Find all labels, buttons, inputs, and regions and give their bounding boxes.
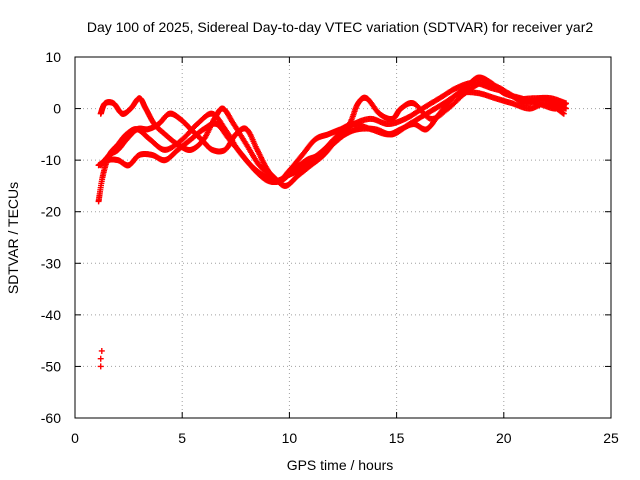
y-tick-label: -10: [41, 152, 61, 168]
axis-ticks: [74, 56, 612, 419]
tick-labels: 0 5 10 15 20 25 -60 -50 -40 -30 -20 -10 0 10: [41, 49, 619, 446]
y-tick-label: -60: [41, 410, 61, 426]
data-point: [98, 347, 105, 354]
y-tick-label: -40: [41, 307, 61, 323]
chart-title: Day 100 of 2025, Sidereal Day-to-day VTE…: [87, 19, 593, 35]
data-point: [560, 110, 567, 117]
x-tick-label: 10: [282, 430, 298, 446]
x-tick-label: 5: [178, 430, 186, 446]
plot-frame: [74, 56, 612, 419]
x-axis-label: GPS time / hours: [287, 457, 394, 473]
data-point: [97, 363, 104, 370]
data-point: [97, 355, 104, 362]
x-tick-label: 15: [389, 430, 405, 446]
data-points: [95, 74, 569, 370]
y-axis-label: SDTVAR / TECUs: [5, 182, 21, 294]
x-tick-label: 20: [496, 430, 512, 446]
y-tick-label: -30: [41, 255, 61, 271]
y-tick-label: 0: [53, 101, 61, 117]
y-tick-label: -20: [41, 204, 61, 220]
x-tick-label: 0: [71, 430, 79, 446]
y-tick-label: 10: [45, 49, 61, 65]
data-point: [562, 100, 569, 107]
x-tick-label: 25: [603, 430, 619, 446]
y-tick-label: -50: [41, 358, 61, 374]
